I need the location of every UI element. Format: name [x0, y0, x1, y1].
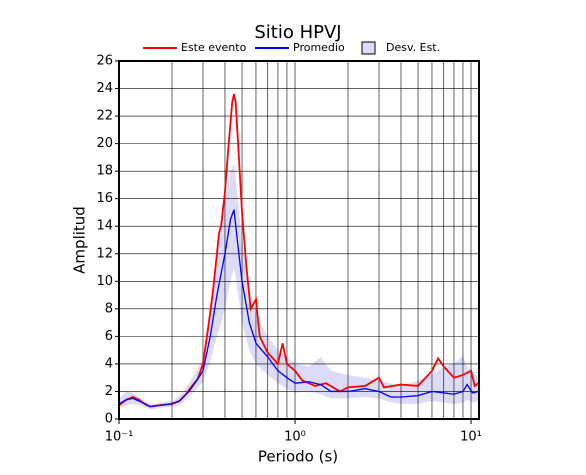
band-layer	[119, 164, 479, 410]
legend-label: Promedio	[293, 41, 345, 54]
y-tick-label: 22	[96, 109, 113, 124]
y-tick-label: 8	[105, 301, 113, 316]
y-axis-label: Amplitud	[71, 206, 89, 274]
y-tick-label: 26	[96, 54, 113, 69]
legend-label: Desv. Est.	[386, 41, 440, 54]
y-tick-label: 4	[105, 356, 113, 371]
legend-swatch	[361, 41, 376, 55]
chart-title: Sitio HPVJ	[254, 22, 341, 43]
plot-area	[119, 61, 479, 419]
line-layer	[119, 93, 479, 408]
legend: Este evento Promedio Desv. Est.	[143, 41, 440, 55]
y-tick-label: 24	[96, 81, 113, 96]
y-tick-label: 12	[96, 246, 113, 261]
y-tick-label: 2	[105, 384, 113, 399]
y-tick-label: 18	[96, 164, 113, 179]
x-tick-label: 10⁰	[284, 430, 306, 445]
plot-frame	[118, 60, 480, 420]
y-tick-label: 14	[96, 219, 113, 234]
y-tick-label: 16	[96, 191, 113, 206]
y-tick-label: 20	[96, 136, 113, 151]
x-tick-label: 10⁻¹	[105, 430, 134, 445]
legend-label: Este evento	[181, 41, 247, 54]
std-band	[119, 164, 479, 410]
series-line	[119, 209, 479, 408]
y-tick-label: 10	[96, 274, 113, 289]
y-tick-label: 6	[105, 329, 113, 344]
x-tick-label: 10¹	[460, 430, 482, 445]
y-tick-label: 0	[105, 412, 113, 427]
grid-layer	[115, 60, 479, 424]
x-axis-label: Periodo (s)	[258, 448, 338, 466]
